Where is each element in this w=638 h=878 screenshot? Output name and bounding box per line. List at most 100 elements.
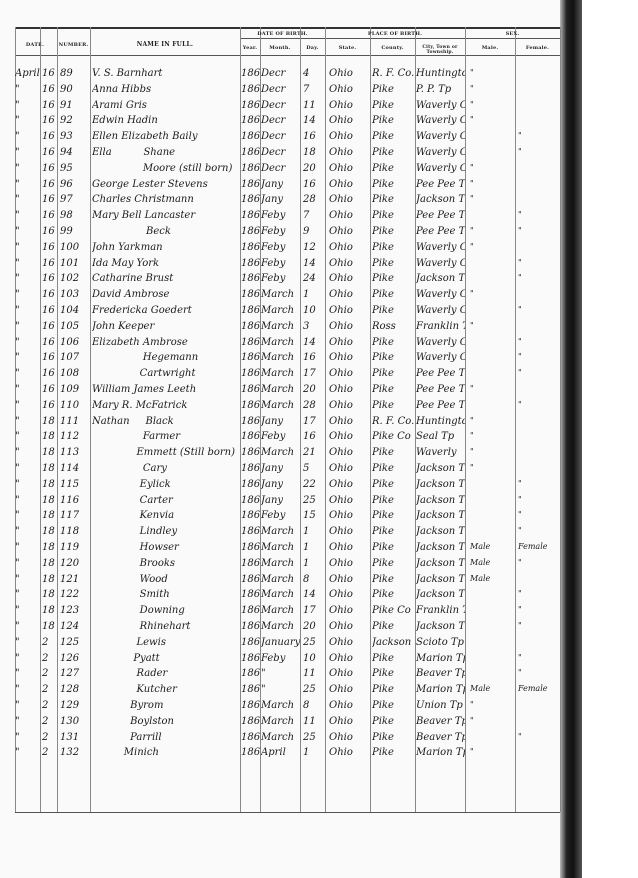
entry-month: " xyxy=(15,320,20,332)
entry-month: " xyxy=(15,447,20,459)
sex-female: " xyxy=(518,494,522,504)
birth-month: April xyxy=(261,747,286,759)
birth-county: Pike xyxy=(372,494,394,506)
entry-day: 18 xyxy=(42,478,55,490)
entry-day: 16 xyxy=(42,68,55,79)
header-male: Male. xyxy=(481,45,499,51)
birth-month: Feby xyxy=(261,241,286,253)
birth-month: " xyxy=(261,684,266,696)
birth-year: 1868 xyxy=(241,368,260,380)
table-row: " 2 132 Minich 1868April 1 Ohio Pike Marion Tp " xyxy=(0,747,560,762)
birth-year: 1867 xyxy=(241,99,260,111)
entry-number: 95 xyxy=(60,162,73,174)
birth-month: " xyxy=(261,668,266,680)
birth-county: Pike xyxy=(372,542,394,553)
sex-male: Male xyxy=(470,557,491,567)
entry-day: 2 xyxy=(42,652,49,664)
table-row: " 16 99 Beck 1868Feby 9 Ohio Pike Pee Pee Tp " " xyxy=(0,226,560,241)
birth-state: Ohio xyxy=(329,573,353,585)
sex-female: " xyxy=(518,652,522,662)
table-row: " 18 118 Lindley 1868March 1 Ohio Pike Jackson … xyxy=(0,526,560,541)
entry-day: 2 xyxy=(42,747,49,759)
entry-month: " xyxy=(15,83,20,95)
birth-county: Pike xyxy=(372,352,394,364)
entry-name: John Yarkman xyxy=(92,241,163,253)
birth-state: Ohio xyxy=(329,147,353,158)
sex-male: " xyxy=(470,115,474,125)
birth-day: 24 xyxy=(303,273,316,285)
birth-month: Jany xyxy=(261,463,284,474)
birth-month: Jany xyxy=(261,494,284,506)
birth-year: 1868 xyxy=(241,273,260,285)
entry-name: Wood xyxy=(92,573,168,585)
birth-state: Ohio xyxy=(329,684,353,696)
sex-male: Male xyxy=(470,684,491,694)
entry-day: 16 xyxy=(42,131,55,143)
header-date-of-birth: DATE OF BIRTH. xyxy=(257,31,308,37)
birth-month: March xyxy=(261,399,295,411)
birth-county: Pike xyxy=(372,210,394,222)
sex-female: " xyxy=(518,605,522,615)
entry-month: " xyxy=(15,510,20,522)
birth-year: 1868 xyxy=(241,557,260,569)
birth-month: March xyxy=(261,605,295,617)
entry-month: " xyxy=(15,336,20,348)
birth-county: Pike xyxy=(372,147,394,158)
birth-state: Ohio xyxy=(329,289,353,301)
entry-name: Ellen Elizabeth Baily xyxy=(92,131,198,143)
birth-year: 1867 xyxy=(241,162,260,174)
birth-month: Feby xyxy=(261,226,286,237)
birth-state: Ohio xyxy=(329,447,353,459)
birth-county: Pike xyxy=(372,178,394,190)
birth-year: 1868 xyxy=(241,431,260,443)
entry-day: 18 xyxy=(42,573,55,585)
birth-city: Jackson Tp xyxy=(416,542,465,553)
sex-male: " xyxy=(470,415,474,425)
entry-day: 16 xyxy=(42,384,55,395)
entry-day: 16 xyxy=(42,162,55,174)
birth-state: Ohio xyxy=(329,747,353,759)
birth-city: Jackson Tp xyxy=(416,494,465,506)
entry-name: Farmer xyxy=(92,431,181,443)
entry-number: 113 xyxy=(60,447,80,459)
sex-male: " xyxy=(470,320,474,330)
entry-day: 16 xyxy=(42,257,55,269)
sex-female: " xyxy=(518,273,522,283)
entry-month: " xyxy=(15,226,20,237)
column-rule xyxy=(415,27,416,812)
birth-city: Pee Pee Tp xyxy=(416,399,465,411)
table-row: " 16 103 David Ambrose 1868March 1 Ohio Pike Wav… xyxy=(0,289,560,304)
birth-day: 14 xyxy=(303,336,316,348)
sex-male: " xyxy=(470,68,474,77)
sex-female: " xyxy=(518,510,522,520)
entry-name: David Ambrose xyxy=(92,289,170,301)
entry-month: " xyxy=(15,715,20,727)
entry-number: 110 xyxy=(60,399,80,411)
column-rule xyxy=(300,27,301,812)
birth-month: March xyxy=(261,542,295,553)
birth-city: Marion Tp xyxy=(416,747,465,759)
entry-name: Lewis xyxy=(92,636,166,648)
entry-month: " xyxy=(15,194,20,206)
sex-male: Male xyxy=(470,542,491,551)
sex-male: " xyxy=(470,83,474,93)
entry-month: " xyxy=(15,494,20,506)
table-row: " 2 125 Lewis 1868January25 Ohio Jackson Sciot… xyxy=(0,637,560,652)
entry-name: Downing xyxy=(92,605,185,617)
birth-month: Feby xyxy=(261,652,286,664)
birth-county: Pike xyxy=(372,478,394,490)
sex-female: " xyxy=(518,305,522,314)
birth-county: Pike xyxy=(372,731,394,743)
birth-day: 16 xyxy=(303,431,316,443)
table-row: " 2 131 Parrill 1868March 25 Ohio Pike Beaver T… xyxy=(0,732,560,747)
entry-number: 89 xyxy=(60,68,73,79)
sex-male: " xyxy=(470,700,474,709)
birth-county: Pike xyxy=(372,463,394,474)
birth-state: Ohio xyxy=(329,194,353,206)
entry-day: 16 xyxy=(42,99,55,111)
birth-month: March xyxy=(261,447,295,459)
birth-city: Jackson Tp xyxy=(416,589,465,601)
sex-female: " xyxy=(518,336,522,346)
birth-month: March xyxy=(261,289,295,301)
